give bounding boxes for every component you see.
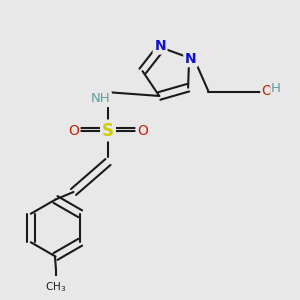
- Text: O: O: [68, 124, 79, 137]
- Text: NH: NH: [91, 92, 110, 106]
- Text: H: H: [271, 82, 281, 95]
- Text: S: S: [102, 122, 114, 140]
- Text: N: N: [185, 52, 197, 66]
- Text: N: N: [154, 39, 166, 53]
- Text: O: O: [261, 84, 272, 98]
- Text: CH$_3$: CH$_3$: [45, 280, 66, 294]
- Text: O: O: [137, 124, 148, 137]
